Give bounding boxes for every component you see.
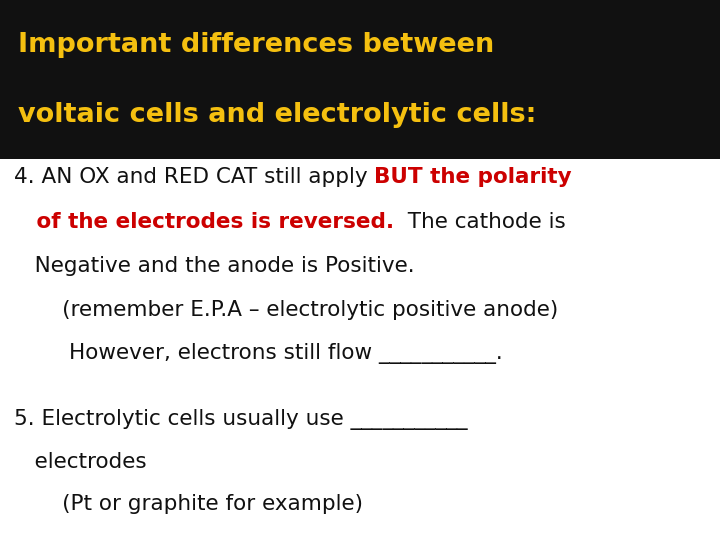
Text: Important differences between: Important differences between (18, 32, 494, 58)
Text: 5. Electrolytic cells usually use ___________: 5. Electrolytic cells usually use ______… (14, 409, 467, 430)
Text: voltaic cells and electrolytic cells:: voltaic cells and electrolytic cells: (18, 102, 536, 127)
Text: The cathode is: The cathode is (394, 212, 566, 232)
Text: 4. AN OX and RED CAT still apply: 4. AN OX and RED CAT still apply (14, 167, 374, 187)
Text: (Pt or graphite for example): (Pt or graphite for example) (14, 494, 363, 514)
Text: However, electrons still flow ___________.: However, electrons still flow __________… (14, 343, 503, 364)
Bar (0, 0, 720, 159)
Text: electrodes: electrodes (14, 452, 147, 472)
Text: of the electrodes is reversed.: of the electrodes is reversed. (14, 212, 394, 232)
Text: BUT the polarity: BUT the polarity (374, 167, 572, 187)
Text: (remember E.P.A – electrolytic positive anode): (remember E.P.A – electrolytic positive … (14, 300, 558, 320)
Text: Negative and the anode is Positive.: Negative and the anode is Positive. (14, 256, 415, 276)
